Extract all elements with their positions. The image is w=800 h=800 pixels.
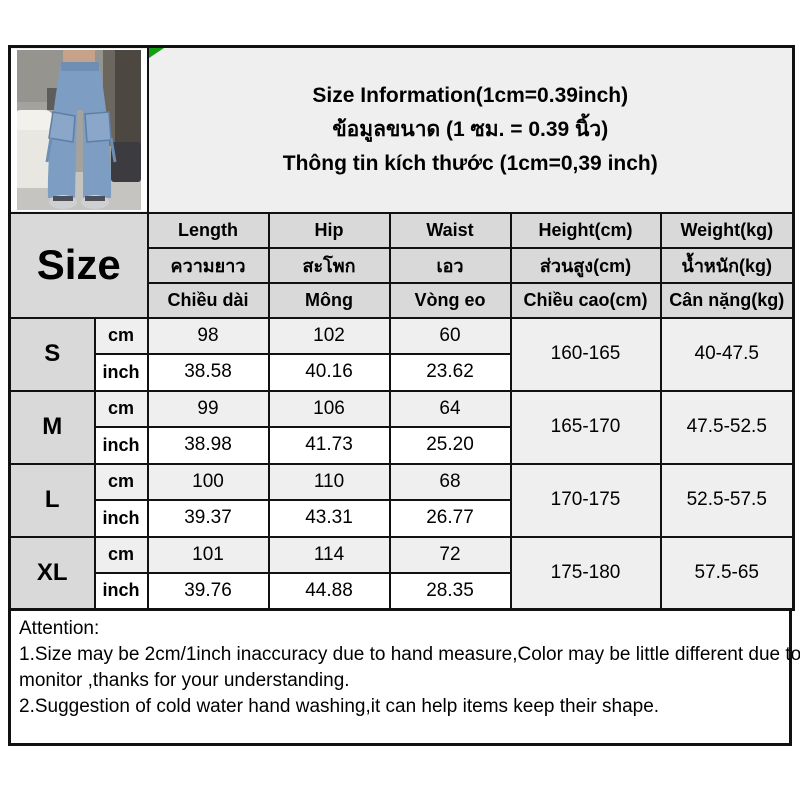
row-m-unit-inch: inch bbox=[93, 425, 149, 465]
row-s-waist-inch: 23.62 bbox=[388, 352, 512, 392]
green-corner-marker-icon bbox=[149, 48, 164, 58]
row-s-unit-cm: cm bbox=[93, 316, 149, 355]
row-m-waist-cm: 64 bbox=[388, 389, 512, 428]
header-length-en: Length bbox=[146, 211, 270, 249]
header-length-vi: Chiều dài bbox=[146, 281, 270, 319]
title-vietnamese: Thông tin kích thước (1cm=0,39 inch) bbox=[282, 151, 658, 175]
row-s-hip-cm: 102 bbox=[267, 316, 391, 355]
header-weight-en: Weight(kg) bbox=[659, 211, 795, 249]
product-photo-cell bbox=[8, 45, 149, 214]
row-xl-weight-range: 57.5-65 bbox=[659, 535, 795, 611]
row-xl-hip-inch: 44.88 bbox=[267, 571, 391, 611]
attention-heading: Attention: bbox=[19, 618, 100, 639]
row-l-height-range: 170-175 bbox=[509, 462, 662, 538]
header-waist-th: เอว bbox=[388, 246, 512, 284]
row-xl-length-cm: 101 bbox=[146, 535, 270, 574]
row-s-waist-cm: 60 bbox=[388, 316, 512, 355]
title-english: Size Information(1cm=0.39inch) bbox=[312, 83, 629, 107]
row-s-hip-inch: 40.16 bbox=[267, 352, 391, 392]
title-thai: ข้อมูลขนาด (1 ซม. = 0.39 นิ้ว) bbox=[332, 117, 609, 141]
attention-note-1a: 1.Size may be 2cm/1inch inaccuracy due t… bbox=[19, 644, 800, 665]
header-length-th: ความยาว bbox=[146, 246, 270, 284]
header-waist-en: Waist bbox=[388, 211, 512, 249]
row-m-size-label: M bbox=[8, 389, 96, 465]
header-weight-th: น้ำหนัก(kg) bbox=[659, 246, 795, 284]
row-xl-length-inch: 39.76 bbox=[146, 571, 270, 611]
header-height-en: Height(cm) bbox=[509, 211, 662, 249]
size-table: Size Information(1cm=0.39inch) ข้อมูลขนา… bbox=[8, 45, 796, 611]
header-hip-vi: Mông bbox=[267, 281, 391, 319]
row-xl-unit-inch: inch bbox=[93, 571, 149, 611]
row-m-hip-cm: 106 bbox=[267, 389, 391, 428]
row-xl-waist-cm: 72 bbox=[388, 535, 512, 574]
row-xl-hip-cm: 114 bbox=[267, 535, 391, 574]
row-l-waist-inch: 26.77 bbox=[388, 498, 512, 538]
product-photo bbox=[11, 48, 146, 211]
row-l-waist-cm: 68 bbox=[388, 462, 512, 501]
row-m-length-inch: 38.98 bbox=[146, 425, 270, 465]
row-l-length-cm: 100 bbox=[146, 462, 270, 501]
header-hip-th: สะโพก bbox=[267, 246, 391, 284]
row-l-unit-inch: inch bbox=[93, 498, 149, 538]
row-l-weight-range: 52.5-57.5 bbox=[659, 462, 795, 538]
size-information-title-cell: Size Information(1cm=0.39inch) ข้อมูลขนา… bbox=[146, 45, 795, 214]
row-l-hip-inch: 43.31 bbox=[267, 498, 391, 538]
row-s-length-cm: 98 bbox=[146, 316, 270, 355]
row-m-height-range: 165-170 bbox=[509, 389, 662, 465]
row-m-weight-range: 47.5-52.5 bbox=[659, 389, 795, 465]
row-xl-size-label: XL bbox=[8, 535, 96, 611]
header-waist-vi: Vòng eo bbox=[388, 281, 512, 319]
row-l-length-inch: 39.37 bbox=[146, 498, 270, 538]
header-weight-vi: Cân nặng(kg) bbox=[659, 281, 795, 319]
attention-note-2: 2.Suggestion of cold water hand washing,… bbox=[19, 696, 660, 717]
attention-note-1b: monitor ,thanks for your understanding. bbox=[19, 670, 350, 691]
cargo-pants-photo-illustration bbox=[16, 49, 141, 210]
size-chart-wrapper: Size Information(1cm=0.39inch) ข้อมูลขนา… bbox=[8, 45, 800, 746]
row-xl-waist-inch: 28.35 bbox=[388, 571, 512, 611]
row-m-length-cm: 99 bbox=[146, 389, 270, 428]
row-s-height-range: 160-165 bbox=[509, 316, 662, 392]
row-s-size-label: S bbox=[8, 316, 96, 392]
row-m-waist-inch: 25.20 bbox=[388, 425, 512, 465]
header-height-th: ส่วนสูง(cm) bbox=[509, 246, 662, 284]
size-header-cell: Size bbox=[8, 211, 149, 319]
row-s-weight-range: 40-47.5 bbox=[659, 316, 795, 392]
row-xl-height-range: 175-180 bbox=[509, 535, 662, 611]
attention-notes-box: Attention: 1.Size may be 2cm/1inch inacc… bbox=[8, 611, 800, 746]
row-xl-unit-cm: cm bbox=[93, 535, 149, 574]
row-s-length-inch: 38.58 bbox=[146, 352, 270, 392]
header-hip-en: Hip bbox=[267, 211, 391, 249]
row-s-unit-inch: inch bbox=[93, 352, 149, 392]
row-l-hip-cm: 110 bbox=[267, 462, 391, 501]
row-m-hip-inch: 41.73 bbox=[267, 425, 391, 465]
row-l-size-label: L bbox=[8, 462, 96, 538]
row-l-unit-cm: cm bbox=[93, 462, 149, 501]
row-m-unit-cm: cm bbox=[93, 389, 149, 428]
header-height-vi: Chiều cao(cm) bbox=[509, 281, 662, 319]
